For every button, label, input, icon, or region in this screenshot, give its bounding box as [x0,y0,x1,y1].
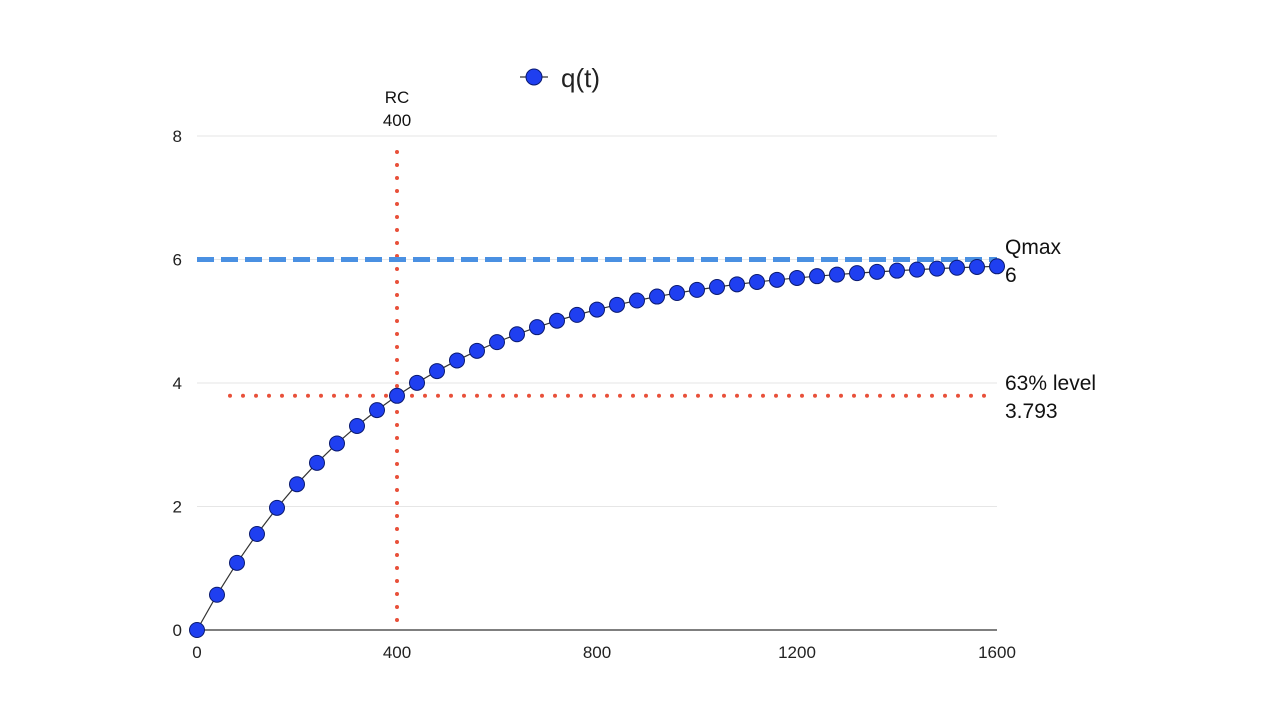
legend-label: q(t) [561,63,600,93]
data-point-23 [649,288,665,305]
data-point-40 [989,258,1005,275]
data-point-19 [569,306,585,323]
y-tick-label-0: 0 [173,621,182,640]
data-point-34 [869,263,885,280]
data-point-8 [349,417,365,434]
x-tick-label-1200: 1200 [778,643,816,662]
qmax-label-name: Qmax [1005,236,1062,259]
data-point-20 [589,301,605,318]
data-point-33 [849,265,865,282]
rc-label-name: RC [385,88,410,107]
data-point-24 [669,285,685,302]
data-point-22 [629,292,645,309]
level-label-value: 3.793 [1005,400,1058,423]
data-point-13 [449,352,465,369]
annotations: RC 400 Qmax 6 63% level 3.793 [383,88,1096,423]
data-point-7 [329,435,345,452]
data-point-31 [809,268,825,285]
data-point-37 [929,260,945,277]
data-point-32 [829,266,845,283]
data-point-2 [229,554,245,571]
x-tick-label-400: 400 [383,643,411,662]
data-point-25 [689,281,705,298]
data-point-3 [249,525,265,542]
data-point-27 [729,276,745,293]
data-point-17 [529,319,545,336]
y-tick-label-4: 4 [173,374,182,393]
data-point-6 [309,454,325,471]
data-point-38 [949,259,965,276]
rc-label-value: 400 [383,111,411,130]
data-point-16 [509,326,525,343]
data-point-30 [789,269,805,286]
data-point-29 [769,271,785,288]
tick-labels: 0 2 4 6 8 0 400 800 1200 1600 [173,127,1016,662]
data-point-4 [269,499,285,516]
legend-marker [525,68,543,86]
data-point-21 [609,296,625,313]
data-point-36 [909,261,925,278]
data-point-9 [369,402,385,419]
data-point-28 [749,273,765,290]
series-q-t [189,258,1005,638]
y-tick-label-8: 8 [173,127,182,146]
data-point-12 [429,363,445,380]
x-tick-label-0: 0 [192,643,201,662]
reference-lines [197,150,999,628]
grid-lines [197,135,997,507]
x-tick-label-1600: 1600 [978,643,1016,662]
data-point-14 [469,342,485,359]
legend: q(t) [520,63,600,93]
data-point-10 [389,387,405,404]
data-point-15 [489,334,505,351]
y-tick-label-2: 2 [173,498,182,517]
data-point-0 [189,622,205,638]
data-point-11 [409,374,425,391]
y-tick-label-6: 6 [173,251,182,270]
data-point-18 [549,312,565,329]
data-point-39 [969,258,985,275]
series-line-q-t [196,265,998,631]
data-point-1 [209,586,225,603]
x-tick-label-800: 800 [583,643,611,662]
qmax-label-value: 6 [1005,264,1017,287]
data-point-26 [709,278,725,295]
data-point-35 [889,262,905,279]
level-label-name: 63% level [1005,372,1096,395]
data-point-5 [289,476,305,493]
